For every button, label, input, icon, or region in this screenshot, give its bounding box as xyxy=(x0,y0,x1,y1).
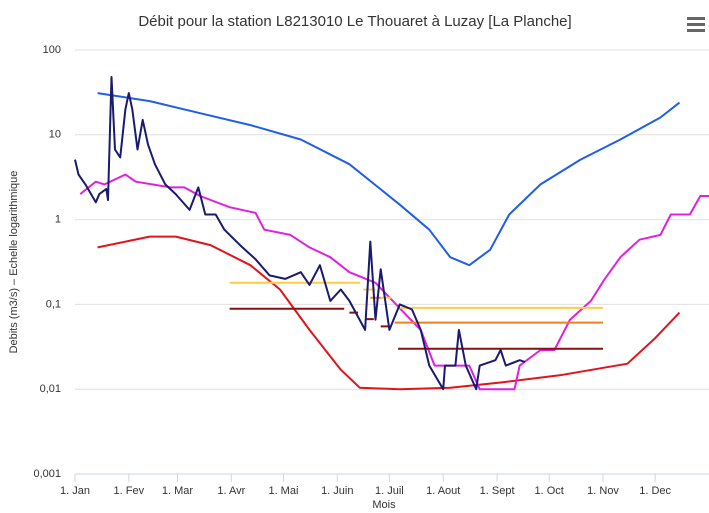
series-line xyxy=(370,296,603,324)
x-tick-label: 1. Juil xyxy=(375,485,404,497)
y-tick-label: 0,01 xyxy=(40,383,61,395)
series-line xyxy=(97,235,681,391)
x-tick-label: 1. Oct xyxy=(535,485,564,497)
x-tick-label: 1. Mar xyxy=(162,485,194,497)
series-line xyxy=(229,281,603,309)
y-tick-label: 0,1 xyxy=(46,298,61,310)
menu-bar[interactable] xyxy=(687,23,705,26)
y-tick-label: 1 xyxy=(55,214,61,226)
y-tick-label: 100 xyxy=(43,44,61,56)
x-tick-label: 1. Aout xyxy=(426,485,460,497)
x-tick-label: 1. Fev xyxy=(114,485,145,497)
y-tick-label: 0,001 xyxy=(33,468,61,480)
menu-bar[interactable] xyxy=(687,17,705,20)
y-axis-label: Debits (m3/s) – Echelle logarithmique xyxy=(8,171,20,354)
chart-title: Débit pour la station L8213010 Le Thouar… xyxy=(138,13,571,30)
x-tick-label: 1. Avr xyxy=(217,485,245,497)
x-tick-label: 1. Juin xyxy=(321,485,353,497)
y-tick-label: 10 xyxy=(49,129,61,141)
x-axis-label: Mois xyxy=(372,499,396,511)
series-line xyxy=(74,76,526,391)
x-tick-label: 1. Sept xyxy=(480,485,515,497)
series-line xyxy=(97,92,681,267)
menu-button[interactable] xyxy=(687,17,705,32)
x-tick-label: 1. Nov xyxy=(587,485,619,497)
x-tick-label: 1. Dec xyxy=(639,485,671,497)
menu-bar[interactable] xyxy=(687,29,705,32)
series-line xyxy=(229,307,603,350)
series-line xyxy=(79,173,709,391)
x-tick-label: 1. Mai xyxy=(268,485,298,497)
x-tick-label: 1. Jan xyxy=(60,485,90,497)
